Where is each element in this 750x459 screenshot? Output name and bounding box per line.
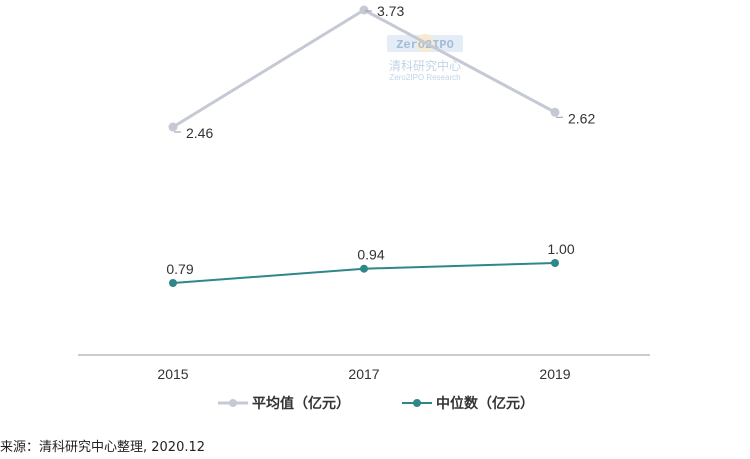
data-point-average-2017 [359, 5, 369, 15]
data-point-average-2019 [550, 107, 560, 117]
legend-label-median: 中位数（亿元） [436, 395, 534, 412]
data-point-median-2017 [360, 264, 368, 273]
legend: 平均值（亿元） 中位数（亿元） [218, 395, 534, 412]
data-label-median-2015: 0.79 [166, 261, 193, 277]
data-point-median-2019 [551, 259, 559, 267]
data-label-average-2017: 3.73 [377, 3, 404, 19]
legend-swatch-dot-median [413, 399, 421, 407]
data-point-average-2015 [168, 122, 178, 132]
x-tick-label-2017: 2017 [348, 366, 379, 382]
series-line-average [172, 8, 556, 129]
legend-item-average: 平均值（亿元） [218, 395, 350, 412]
data-label-median-2019: 1.00 [547, 241, 574, 257]
watermark-name: 清科研究中心 [389, 58, 461, 73]
series-group: 2.46 3.73 2.62 0.79 0.94 1.00 [166, 3, 595, 287]
data-label-median-2017: 0.94 [357, 247, 384, 263]
legend-item-median: 中位数（亿元） [402, 395, 534, 412]
watermark: Zero2IPO 清科研究中心 Zero2IPO Research [387, 34, 463, 82]
watermark-subtitle: Zero2IPO Research [389, 73, 460, 82]
data-label-average-2015: 2.46 [186, 125, 213, 141]
legend-label-average: 平均值（亿元） [252, 395, 350, 412]
x-axis-ticks: 2015 2017 2019 [157, 366, 570, 382]
source-note: 来源：清科研究中心整理, 2020.12 [0, 440, 206, 455]
watermark-logo-text: Zero2IPO [396, 38, 454, 52]
data-point-median-2015 [169, 279, 177, 287]
x-tick-label-2015: 2015 [157, 366, 188, 382]
data-label-average-2019: 2.62 [568, 110, 595, 126]
legend-swatch-dot-average [229, 399, 237, 407]
x-tick-label-2019: 2019 [539, 366, 570, 382]
